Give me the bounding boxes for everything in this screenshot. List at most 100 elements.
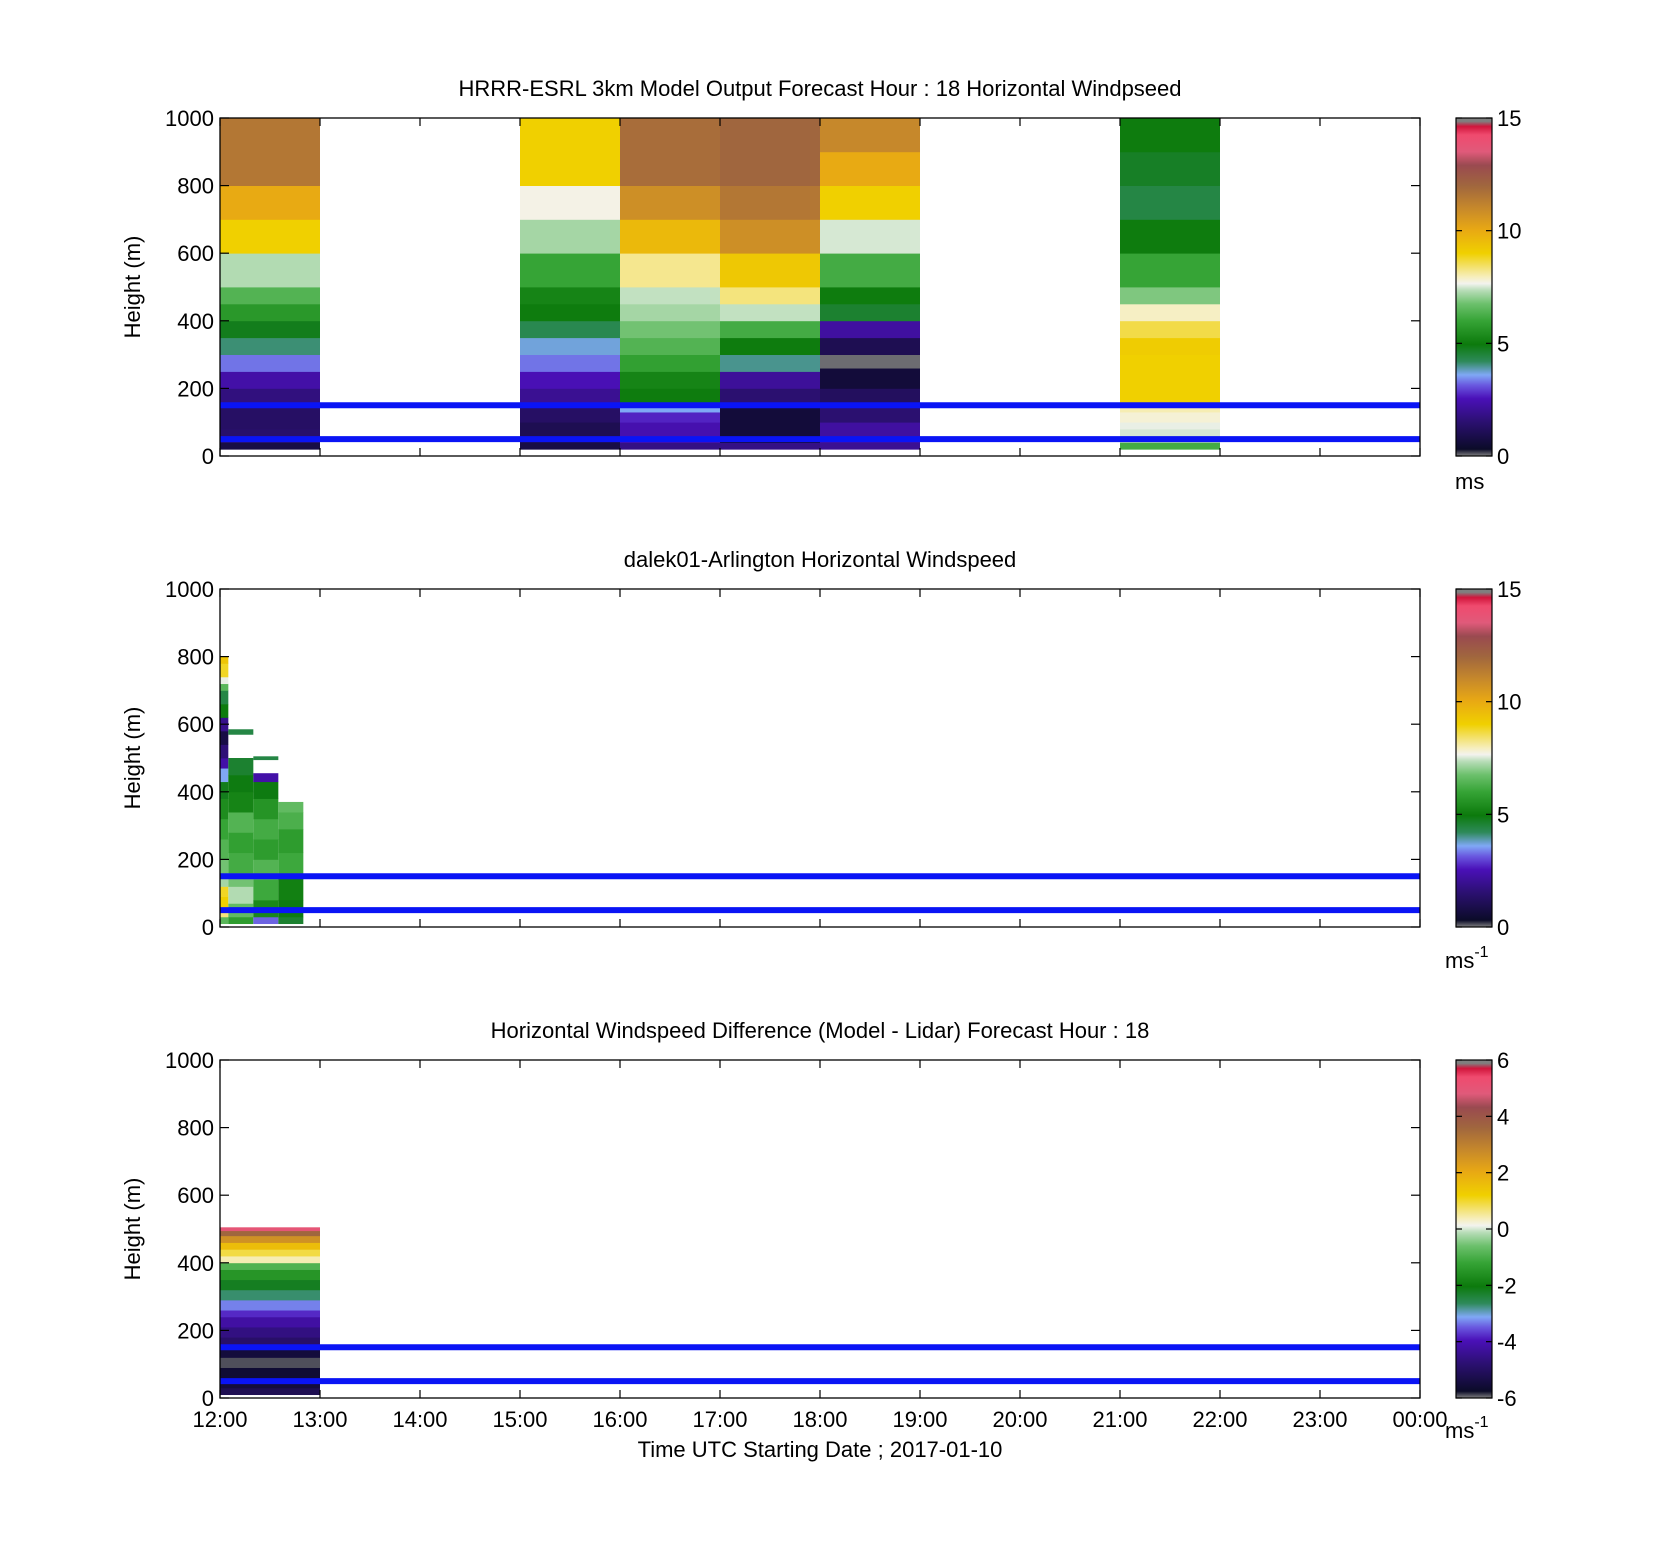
- unit-exponent: -1: [1474, 1414, 1488, 1431]
- y-axis-label: Height (m): [120, 236, 145, 339]
- heatmap-cell: [720, 287, 820, 305]
- colorbar-tick-label: 15: [1497, 106, 1521, 131]
- x-ticks: [219, 589, 1421, 927]
- heatmap-cell: [228, 812, 254, 833]
- y-tick-label: 600: [177, 712, 214, 737]
- heatmap-cell: [228, 729, 254, 735]
- colorbar-tick-label: 10: [1497, 219, 1521, 244]
- panel-title: dalek01-Arlington Horizontal Windspeed: [624, 547, 1017, 572]
- y-ticks: 0 200 400 600 800 1000: [165, 1048, 1420, 1411]
- heatmap-cell: [720, 320, 820, 339]
- y-tick-label: 0: [202, 915, 214, 940]
- x-tick-label: 00:00: [1392, 1407, 1447, 1432]
- heatmap-cell: [1120, 412, 1220, 423]
- heatmap-cell: [620, 253, 720, 288]
- heatmap-cell: [1120, 303, 1220, 322]
- heatmap-cell: [820, 442, 920, 450]
- heatmap-cell: [820, 388, 920, 406]
- x-tick-label: 23:00: [1292, 1407, 1347, 1432]
- heatmap-cell: [520, 337, 620, 355]
- heatmap-cell: [228, 916, 254, 925]
- heatmap-cell: [220, 1256, 320, 1264]
- heatmap-cell: [220, 859, 229, 877]
- heatmap-cell: [220, 916, 229, 925]
- heatmap-cell: [720, 337, 820, 355]
- heatmap-cell: [220, 768, 229, 783]
- heatmap-cell: [253, 879, 279, 901]
- heatmap-cell: [820, 185, 920, 220]
- heatmap-cell: [520, 303, 620, 322]
- heatmap-cell: [278, 812, 304, 830]
- heatmap-cell: [220, 354, 320, 372]
- y-tick-label: 800: [177, 174, 214, 199]
- heatmap-cell: [620, 219, 720, 254]
- heatmap-cells: [220, 1227, 320, 1396]
- colorbar-tick-label: 4: [1497, 1104, 1509, 1129]
- heatmap-cell: [820, 287, 920, 305]
- colorbar-tick-label: -2: [1497, 1273, 1517, 1298]
- colorbar-unit: ms: [1455, 469, 1484, 494]
- heatmap-cell: [820, 303, 920, 322]
- heatmap-cell: [220, 1347, 320, 1358]
- heatmap-cell: [220, 1230, 320, 1237]
- heatmap-cell: [253, 756, 279, 761]
- heatmap-cell: [620, 118, 720, 186]
- heatmap-cell: [820, 118, 920, 153]
- heatmap-cell: [220, 1269, 320, 1281]
- x-tick-label: 15:00: [492, 1407, 547, 1432]
- heatmap-cell: [220, 798, 229, 820]
- heatmap-cell: [220, 703, 229, 718]
- heatmap-cell: [520, 320, 620, 339]
- heatmap-cell: [278, 801, 304, 813]
- heatmap-cell: [220, 1357, 320, 1368]
- heatmap-cell: [720, 118, 820, 186]
- heatmap-cell: [820, 337, 920, 355]
- colorbar-tick-label: 5: [1497, 331, 1509, 356]
- colorbar: 0 5 10 15: [1455, 106, 1521, 469]
- y-tick-label: 1000: [165, 106, 214, 131]
- heatmap-cell: [220, 1316, 320, 1328]
- panel-difference: Horizontal Windspeed Difference (Model -…: [120, 1018, 1517, 1462]
- heatmap-cell: [720, 388, 820, 406]
- heatmap-cell: [620, 185, 720, 220]
- heatmap-cell: [620, 442, 720, 450]
- heatmap-cell: [220, 876, 229, 887]
- y-tick-label: 200: [177, 376, 214, 401]
- heatmap-cell: [278, 852, 304, 877]
- heatmap-cell: [220, 656, 229, 664]
- x-tick-label: 16:00: [592, 1407, 647, 1432]
- heatmap-cell: [620, 303, 720, 322]
- heatmap-cell: [220, 744, 229, 759]
- heatmap-cell: [720, 219, 820, 254]
- heatmap-cell: [220, 118, 320, 186]
- y-ticks: 0 200 400 600 800 1000: [165, 577, 1420, 940]
- heatmap-cell: [220, 886, 229, 897]
- heatmap-cell: [253, 798, 279, 820]
- heatmap-cell: [620, 337, 720, 355]
- heatmap-cell: [620, 405, 720, 413]
- heatmap-cell: [220, 1279, 320, 1291]
- heatmap-cell: [720, 371, 820, 389]
- heatmap-cell: [520, 118, 620, 186]
- heatmap-cell: [228, 791, 254, 813]
- heatmap-cell: [220, 758, 229, 769]
- y-tick-label: 800: [177, 1116, 214, 1141]
- y-tick-label: 1000: [165, 577, 214, 602]
- heatmap-cell: [220, 1299, 320, 1311]
- heatmap-cell: [220, 303, 320, 322]
- heatmap-cell: [520, 287, 620, 305]
- heatmap-cell: [220, 442, 320, 450]
- colorbar: -6 -4 -2 0 2 4 6: [1455, 1048, 1517, 1411]
- heatmap-cell: [1120, 118, 1220, 153]
- reference-height-lines: [220, 873, 1420, 914]
- y-tick-label: 1000: [165, 1048, 214, 1073]
- heatmap-cell: [220, 405, 320, 430]
- y-tick-label: 200: [177, 1318, 214, 1343]
- x-tick-label: 21:00: [1092, 1407, 1147, 1432]
- heatmap-cell: [820, 368, 920, 389]
- colorbar-tick-label: -6: [1497, 1386, 1517, 1411]
- heatmap-cell: [1120, 337, 1220, 355]
- unit-base: ms: [1445, 1418, 1474, 1443]
- colorbar-tick-label: 0: [1497, 1217, 1509, 1242]
